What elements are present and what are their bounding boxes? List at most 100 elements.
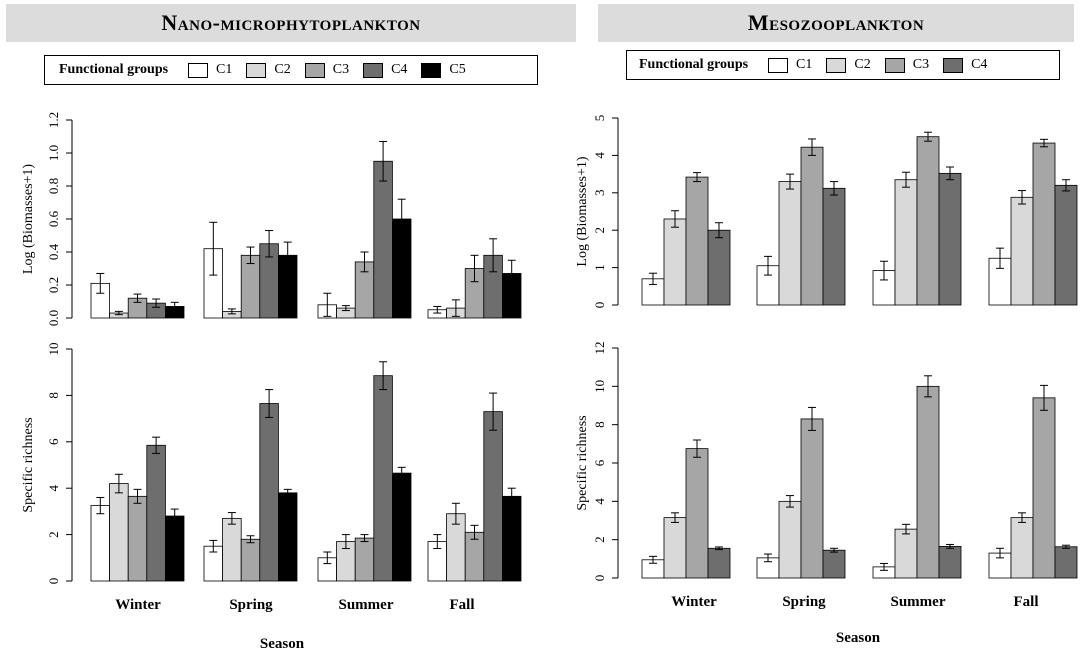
legend-zooplankton: Functional groups C1 C2 C3 C4: [626, 50, 1060, 80]
y-tick-label: 1.0: [46, 145, 61, 161]
bar-c4-spring: [822, 549, 846, 579]
bar-c3-winter: [127, 495, 148, 582]
legend-label: C1: [796, 57, 813, 72]
bar-c4-winter: [146, 444, 166, 582]
x-tick-label-summer: Summer: [891, 594, 946, 610]
legend-title: Functional groups: [59, 62, 169, 77]
bar-c3-spring: [800, 146, 824, 306]
bar-c2-winter: [663, 218, 687, 306]
bar-c3-summer: [916, 385, 940, 579]
legend-swatch-c1: [768, 57, 789, 73]
x-tick-label-spring: Spring: [782, 594, 826, 610]
panel-title-phytoplankton: Nano-microphytoplankton: [6, 4, 576, 42]
chart-1: 0 2 4 6 8 10 Specific richness Winter Spring Summ…: [21, 343, 522, 613]
bar-c3-spring: [240, 254, 261, 319]
legend-label: C1: [216, 62, 233, 77]
legend-item-c1: C1: [188, 62, 232, 78]
legend-item-c2: C2: [246, 62, 291, 78]
bar-c3-fall: [1032, 397, 1056, 579]
bar-c2-fall: [1010, 517, 1034, 579]
bar-c1-winter: [90, 505, 111, 582]
bar-c5-winter: [164, 515, 185, 582]
bar-c3-fall: [1032, 142, 1056, 306]
bar-c4-spring: [259, 403, 279, 582]
bar-c2-spring: [778, 181, 802, 306]
legend-label: C4: [971, 57, 988, 72]
bar-c4-spring: [822, 187, 846, 306]
bar-c2-spring: [222, 517, 242, 582]
bar-c5-fall: [501, 495, 522, 582]
y-tick-label: 0.4: [46, 243, 61, 260]
bar-c4-fall: [483, 411, 503, 582]
legend-phytoplankton: Functional groups C1 C2 C3 C4 C5: [44, 55, 538, 85]
y-axis-label: Specific richness: [21, 417, 36, 512]
y-tick-label: 8: [46, 392, 61, 399]
bar-c4-winter: [707, 229, 731, 306]
x-axis-title-left: Season: [260, 636, 305, 652]
legend-label: C2: [274, 62, 291, 77]
legend-swatch-c5: [421, 62, 442, 78]
legend-swatch-c4: [943, 57, 964, 73]
bar-c2-winter: [663, 517, 687, 579]
legend-item-c2: C2: [826, 57, 871, 73]
y-tick-label: 10: [592, 380, 607, 393]
chart-3: 0 2 4 6 8 10 12 Specific richness Winter Spring Su…: [575, 342, 1078, 610]
legend-label: C5: [449, 62, 466, 77]
bar-c3-winter: [685, 448, 709, 579]
bar-c5-summer: [391, 472, 412, 582]
legend-swatch-c2: [826, 57, 847, 73]
bar-c5-spring: [277, 492, 298, 582]
legend-item-c3: C3: [304, 62, 350, 78]
chart-2: 0 1 2 3 4 5 Log (Biomasses+1): [575, 115, 1078, 308]
y-tick-label: 8: [592, 421, 607, 428]
legend-label: C2: [854, 57, 871, 72]
bar-c4-summer: [373, 160, 393, 319]
x-tick-label-winter: Winter: [115, 597, 161, 613]
x-tick-label-spring: Spring: [229, 597, 273, 613]
y-tick-label: 4: [592, 498, 607, 505]
y-tick-label: 3: [592, 190, 607, 197]
y-tick-label: 1.2: [46, 112, 61, 128]
bar-c4-summer: [938, 172, 962, 306]
y-axis-label: Log (Biomasses+1): [575, 156, 590, 266]
y-tick-label: 0.2: [46, 277, 61, 293]
y-tick-label: 6: [46, 438, 61, 445]
y-tick-label: 5: [592, 115, 607, 122]
bar-c4-fall: [1054, 546, 1078, 579]
y-tick-label: 10: [46, 343, 61, 356]
y-tick-label: 1: [592, 264, 607, 271]
bar-c2-fall: [1010, 196, 1034, 306]
bar-c2-spring: [778, 500, 802, 579]
bar-c4-fall: [1054, 184, 1078, 306]
legend-swatch-c3: [884, 57, 905, 73]
legend-swatch-c4: [363, 62, 384, 78]
bar-c4-summer: [373, 375, 393, 582]
panel-title-zooplankton: Mesozooplankton: [598, 4, 1074, 42]
y-tick-label: 12: [592, 342, 607, 355]
y-axis-label: Specific richness: [575, 415, 590, 510]
x-tick-label-winter: Winter: [671, 594, 717, 610]
legend-swatch-c1: [188, 62, 209, 78]
x-tick-label-fall: Fall: [450, 597, 475, 613]
y-tick-label: 0: [46, 578, 61, 585]
y-tick-label: 0: [592, 575, 607, 582]
y-tick-label: 0.6: [46, 210, 61, 227]
legend-label: C3: [332, 62, 350, 77]
legend-swatch-c2: [246, 62, 267, 78]
bar-c4-winter: [707, 547, 731, 579]
y-tick-label: 2: [592, 227, 607, 234]
y-tick-label: 6: [592, 459, 607, 466]
bar-c3-spring: [800, 418, 824, 579]
y-tick-label: 2: [46, 531, 61, 538]
legend-title: Functional groups: [639, 57, 749, 72]
x-axis-title-right: Season: [836, 630, 881, 646]
x-tick-label-summer: Summer: [339, 597, 394, 613]
x-tick-label-fall: Fall: [1014, 594, 1039, 610]
legend-label: C4: [391, 62, 408, 77]
y-tick-label: 2: [592, 536, 607, 543]
bar-c3-winter: [685, 176, 709, 306]
legend-item-c4: C4: [943, 57, 987, 73]
legend-item-c1: C1: [768, 57, 812, 73]
y-axis-label: Log (Biomasses+1): [21, 164, 36, 274]
y-tick-label: 4: [592, 152, 607, 159]
